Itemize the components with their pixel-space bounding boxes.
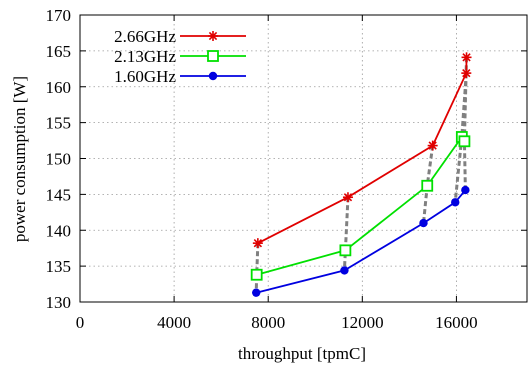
star-stroke	[428, 141, 437, 150]
data-point-circle	[451, 198, 460, 207]
data-point-circle	[340, 266, 349, 275]
series-2.13GHz	[250, 131, 471, 281]
data-point-square	[339, 244, 352, 257]
data-point-square	[421, 179, 434, 192]
data-point-star	[252, 238, 263, 249]
star-stroke	[208, 31, 218, 41]
data-point-star	[208, 31, 218, 41]
data-point-square	[250, 268, 263, 281]
tick-labels: 130 135 140 145 150 155 160 165 170 0 4000 8000 1200…	[46, 6, 478, 332]
data-point-square	[458, 135, 471, 148]
y-tick-label: 170	[46, 6, 72, 25]
data-series	[250, 52, 472, 297]
series-1.60GHz	[252, 185, 470, 297]
legend-label: 2.13GHz	[114, 47, 176, 66]
data-point-circle	[461, 185, 470, 195]
data-point-star	[461, 68, 472, 79]
star-stroke	[462, 53, 471, 62]
data-point-square	[207, 50, 219, 62]
data-point-star	[461, 52, 472, 63]
y-axis-label: power consumption [W]	[10, 76, 29, 242]
x-tick-label: 4000	[157, 313, 191, 332]
connector-line	[342, 197, 350, 271]
x-tick-label: 16000	[435, 313, 478, 332]
series-2.66GHz	[252, 52, 472, 249]
connector-line	[254, 243, 260, 293]
y-tick-label: 140	[46, 221, 72, 240]
y-tick-label: 150	[46, 150, 72, 169]
legend-label: 2.66GHz	[114, 27, 176, 46]
x-axis-label: throughput [tpmC]	[238, 344, 366, 363]
data-point-circle	[208, 71, 218, 81]
y-tick-label: 135	[46, 257, 72, 276]
series-line	[255, 189, 467, 294]
data-point-circle	[419, 218, 428, 228]
y-tick-label: 130	[46, 293, 72, 312]
star-stroke	[462, 68, 471, 78]
x-tick-label: 0	[76, 313, 85, 332]
grid	[80, 15, 527, 302]
y-tick-label: 145	[46, 185, 72, 204]
x-tick-label: 12000	[341, 313, 384, 332]
x-tick-label: 8000	[251, 313, 285, 332]
star-stroke	[253, 238, 263, 248]
series-line	[256, 135, 466, 276]
y-tick-label: 160	[46, 78, 72, 97]
y-tick-label: 155	[46, 114, 72, 133]
data-point-star	[427, 140, 438, 151]
y-tick-label: 165	[46, 42, 72, 61]
star-stroke	[343, 193, 353, 202]
data-point-star	[342, 192, 353, 203]
data-point-circle	[252, 288, 261, 297]
axes	[79, 14, 528, 303]
legend-label: 1.60GHz	[114, 67, 176, 86]
